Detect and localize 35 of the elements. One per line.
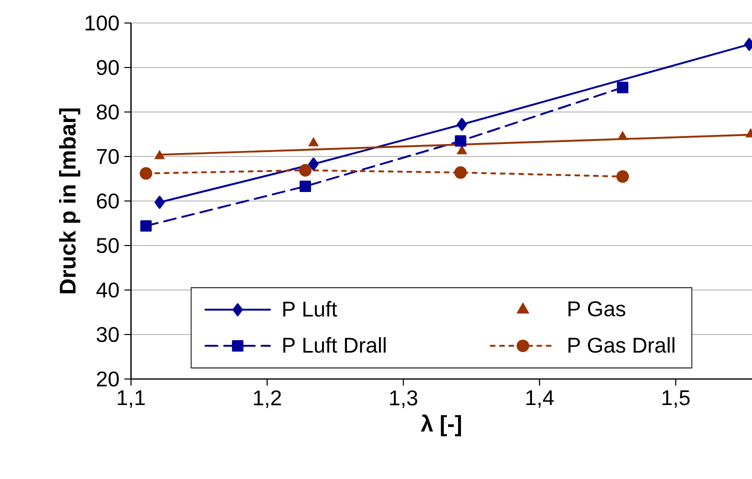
x-axis-title: λ [-] [420, 414, 461, 436]
x-tick-label: 1,2 [254, 390, 281, 408]
x-tick-label: 1,5 [662, 390, 690, 408]
point [140, 167, 152, 180]
x-tick-label: 1,3 [390, 390, 418, 408]
point [454, 135, 466, 147]
point [616, 170, 629, 183]
y-axis-title: Druck p in [mbar] [59, 108, 80, 294]
x-tick-label: 1,1 [118, 390, 145, 408]
y-tick-label: 80 [96, 104, 119, 120]
legend-label: P Luft [283, 301, 338, 317]
legend-label: P Gas Drall [568, 337, 674, 353]
y-tick-label: 20 [96, 371, 119, 387]
point [456, 145, 468, 154]
y-tick-label: 30 [96, 326, 119, 342]
legend-label: P Luft Drall [283, 337, 386, 353]
y-tick-label: 40 [96, 282, 119, 298]
x-tick-label: 1,4 [526, 390, 554, 408]
point [454, 166, 467, 179]
y-tick-label: 100 [86, 15, 119, 31]
legend-label: P Gas [568, 301, 626, 316]
point [308, 137, 319, 146]
point [140, 220, 152, 232]
y-tick-label: 60 [96, 193, 119, 209]
point [618, 131, 628, 140]
point [300, 180, 312, 192]
point [308, 158, 319, 171]
y-tick-label: 90 [96, 60, 119, 76]
point [456, 118, 468, 132]
point [616, 82, 628, 94]
point [154, 196, 165, 209]
point [154, 150, 165, 160]
y-tick-label: 70 [96, 148, 119, 164]
y-tick-label: 50 [96, 238, 119, 254]
point [299, 164, 312, 177]
